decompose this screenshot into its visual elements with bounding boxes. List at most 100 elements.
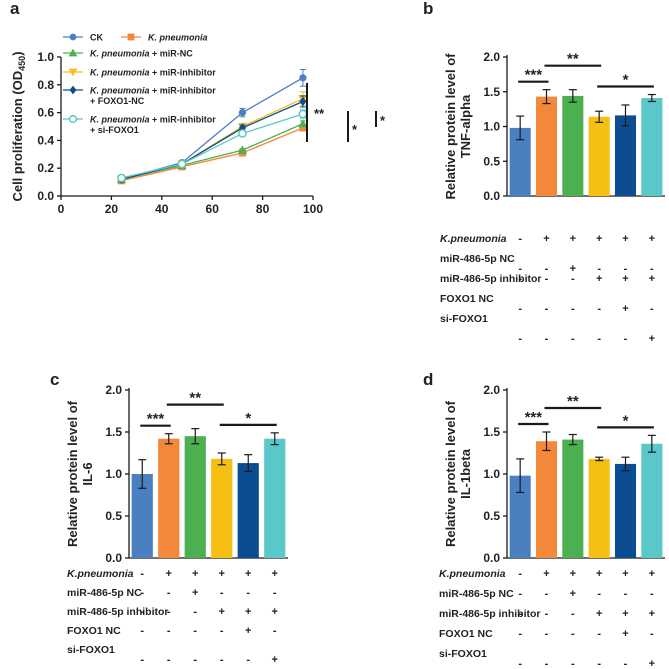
sig-label: * — [352, 122, 358, 137]
y-tick-label: 0.0 — [37, 189, 54, 203]
legend-entry: K. pneumonia + miR-inhibitor — [90, 68, 216, 78]
treatment-sign: - — [167, 606, 171, 618]
y-tick-label: 2.0 — [483, 383, 500, 397]
treatment-sign: + — [596, 273, 602, 285]
y-axis-label: IL-6 — [80, 462, 95, 485]
treatment-sign: + — [649, 273, 655, 285]
bar-0 — [509, 475, 531, 558]
bar-chart-b: 0.0 0.5 1.0 1.5 2.0 Relative protein level of… — [440, 50, 665, 345]
sig-label: ** — [189, 390, 201, 407]
y-tick-label: 2.0 — [105, 383, 122, 397]
y-tick-label: 1.5 — [105, 425, 122, 439]
sig-label: *** — [147, 411, 165, 428]
treatment-sign: - — [571, 658, 575, 669]
bar-0 — [131, 474, 153, 558]
series-line-1 — [121, 127, 304, 182]
treatment-sign: - — [571, 273, 575, 285]
legend-rest: + miR-inhibitor — [150, 68, 217, 78]
treatment-sign: - — [518, 568, 522, 580]
treatment-sign: + — [570, 263, 576, 275]
treatment-sign: + — [192, 568, 198, 580]
treatment-sign: - — [518, 303, 522, 315]
y-tick-label: 1.5 — [483, 425, 500, 439]
data-point — [298, 119, 308, 128]
data-point — [298, 109, 308, 119]
treatment-sign: - — [545, 273, 549, 285]
legend-rest: + miR-inhibitor — [150, 86, 217, 96]
data-point — [117, 173, 126, 183]
y-axis-label: Relative protein level of — [65, 400, 80, 547]
series-line-4 — [121, 100, 304, 180]
treatment-sign: - — [167, 654, 171, 666]
treatment-table: K.pneumonia-+++++miR-486-5p NC--+---miR-… — [440, 233, 655, 345]
bar-2 — [562, 95, 584, 196]
y-axis-label-subscript: 450 — [17, 56, 27, 71]
y-axis-label: IL-1beta — [458, 448, 473, 499]
legend-rest: + miR-NC — [150, 49, 194, 59]
sig-label: * — [380, 113, 386, 128]
treatment-sign: + — [570, 588, 576, 600]
legend-marker — [68, 114, 78, 124]
treatment-sign: - — [650, 303, 654, 315]
y-tick-label: 0.0 — [483, 551, 500, 565]
treatment-sign: - — [597, 658, 601, 669]
sig-label: *** — [525, 409, 543, 426]
treatment-sign: - — [140, 587, 144, 599]
treatment-sign: - — [220, 625, 224, 637]
bar-3 — [588, 458, 610, 558]
treatment-sign: - — [571, 608, 575, 620]
legend-marker — [68, 48, 78, 57]
sig-label: * — [623, 72, 629, 89]
treatment-sign: - — [545, 263, 549, 275]
y-tick-label: 0.5 — [105, 509, 122, 523]
panel-label-d: d — [423, 370, 433, 389]
y-tick-label: 0.0 — [483, 189, 500, 203]
treatment-sign: - — [140, 568, 144, 580]
treatment-label: FOXO1 NC — [439, 628, 493, 640]
bar-4 — [614, 463, 637, 558]
data-point — [238, 129, 247, 138]
treatment-sign: + — [543, 568, 549, 580]
treatment-sign: - — [597, 588, 601, 600]
y-tick-label: 0.0 — [105, 551, 122, 565]
treatment-sign: + — [596, 608, 602, 620]
bar-1 — [535, 441, 558, 558]
bar-5 — [641, 443, 663, 558]
bar-1 — [158, 438, 180, 558]
treatment-sign: - — [571, 628, 575, 640]
treatment-sign: + — [272, 654, 278, 666]
treatment-sign: + — [649, 333, 655, 345]
bar-4 — [614, 115, 637, 196]
treatment-sign: - — [518, 263, 522, 275]
treatment-label: miR-486-5p NC — [439, 588, 514, 600]
bar-4 — [237, 463, 259, 558]
treatment-sign: + — [649, 233, 655, 245]
sig-label: * — [245, 410, 251, 427]
treatment-label: K.pneumonia — [67, 568, 134, 580]
treatment-sign: + — [622, 273, 628, 285]
treatment-sign: + — [622, 628, 628, 640]
treatment-label: si-FOXO1 — [439, 648, 487, 660]
data-point — [299, 74, 307, 82]
y-axis-label-close: ) — [10, 51, 25, 55]
data-point — [237, 145, 248, 154]
x-tick-label: 100 — [303, 202, 323, 216]
treatment-sign: - — [624, 333, 628, 345]
bar-chart-d: 0.0 0.5 1.0 1.5 2.0 Relative protein level of… — [439, 383, 665, 669]
data-point — [299, 96, 307, 107]
treatment-sign: - — [140, 625, 144, 637]
y-tick-label: 2.0 — [483, 50, 500, 64]
y-tick-label: 1.5 — [483, 85, 500, 99]
treatment-sign: - — [624, 263, 628, 275]
legend-entry-line2: + FOXO1-NC — [90, 96, 145, 106]
treatment-label: miR-486-5p NC — [67, 587, 142, 599]
y-axis-label: Cell proliferation (OD450) — [10, 51, 27, 201]
treatment-sign: - — [246, 587, 250, 599]
treatment-sign: + — [649, 568, 655, 580]
treatment-sign: + — [622, 568, 628, 580]
bar-2 — [562, 439, 584, 558]
treatment-sign: + — [272, 568, 278, 580]
treatment-sign: - — [597, 263, 601, 275]
legend-entry: K. pneumonia + miR-inhibitor — [90, 115, 216, 125]
treatment-label: miR-486-5p NC — [440, 253, 515, 265]
